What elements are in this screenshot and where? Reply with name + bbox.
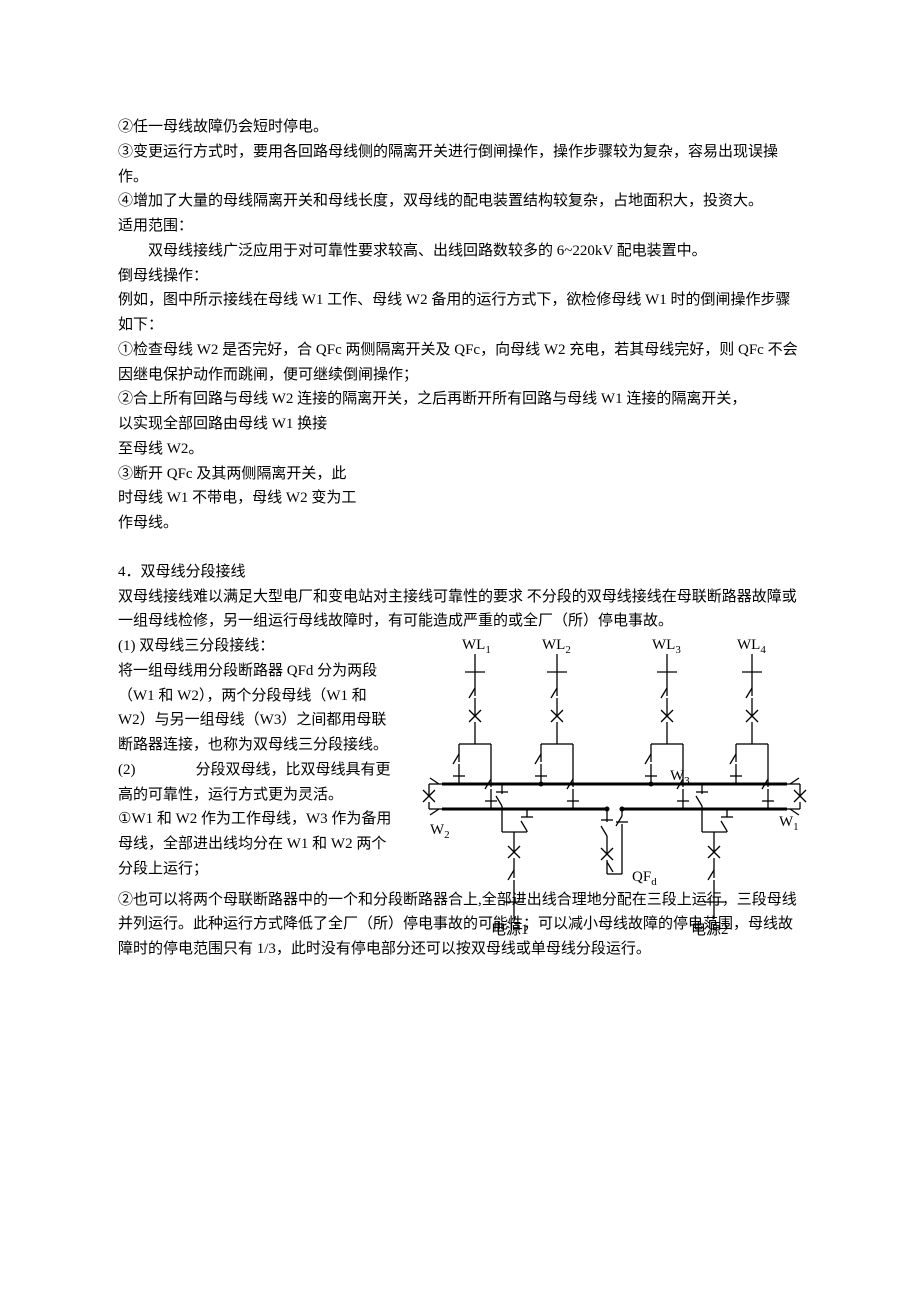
body-paragraph: ②任一母线故障仍会短时停电。 [118,115,802,140]
document-page: ②任一母线故障仍会短时停电。 ③变更运行方式时，要用各回路母线侧的隔离开关进行倒… [0,0,920,1302]
svg-text:WL4: WL4 [737,637,766,656]
body-paragraph: ①检查母线 W2 是否完好，合 QFc 两侧隔离开关及 QFc，向母线 W2 充… [118,338,802,388]
body-paragraph: ②合上所有回路与母线 W2 连接的隔离开关，之后再断开所有回路与母线 W1 连接… [118,387,802,412]
source-2: 电源2 [691,784,733,938]
body-paragraph: 将一组母线用分段断路器 QFd 分为两段（W1 和 W2），两个分段母线（W1 … [118,659,398,758]
text-diagram-wrap: (1) 双母线三分段接线： 将一组母线用分段断路器 QFd 分为两段（W1 和 … [118,634,802,882]
section-heading: 4．双母线分段接线 [118,560,802,585]
body-paragraph: 以实现全部回路由母线 W1 换接 [118,412,802,437]
left-column: (1) 双母线三分段接线： 将一组母线用分段断路器 QFd 分为两段（W1 和 … [118,634,398,882]
svg-text:电源1: 电源1 [491,921,529,938]
body-paragraph: ③变更运行方式时，要用各回路母线侧的隔离开关进行倒闸操作，操作步骤较为复杂，容易… [118,140,802,190]
svg-text:WL2: WL2 [542,637,571,656]
svg-text:W2: W2 [430,822,450,841]
body-paragraph: (2) 分段双母线，比双母线具有更高的可靠性，运行方式更为灵活。 [118,758,398,808]
section-breaker-qfd: QFd [601,809,657,888]
bus-coupler-left [423,778,442,815]
svg-text:WL3: WL3 [652,637,681,656]
bus-coupler-right [787,778,806,815]
body-paragraph: ①W1 和 W2 作为工作母线，W3 作为备用母线，全部进出线均分在 W1 和 … [118,807,398,881]
body-paragraph: 时母线 W1 不带电，母线 W2 变为工 [118,486,802,511]
svg-text:QFd: QFd [632,869,657,888]
body-paragraph: ④增加了大量的母线隔离开关和母线长度，双母线的配电装置结构较复杂，占地面积大，投… [118,189,802,214]
svg-text:WL1: WL1 [462,637,491,656]
svg-text:电源2: 电源2 [691,921,729,938]
body-paragraph: 至母线 W2。 [118,437,802,462]
body-paragraph: 适用范围： [118,214,802,239]
body-paragraph: 作母线。 [118,511,802,536]
body-paragraph: (1) 双母线三分段接线： [118,634,398,659]
source-1: 电源1 [491,784,533,938]
body-paragraph: ③断开 QFc 及其两侧隔离开关，此 [118,462,802,487]
body-paragraph: 双母线接线难以满足大型电厂和变电站对主接线可靠性的要求 不分段的双母线接线在母联… [118,585,802,635]
body-paragraph: 例如，图中所示接线在母线 W1 工作、母线 W2 备用的运行方式下，欲检修母线 … [118,288,802,338]
circuit-svg: W3 WL1 [417,634,812,939]
busbar-diagram: W3 WL1 [417,634,812,939]
svg-text:W1: W1 [779,814,799,833]
body-paragraph: 倒母线操作： [118,264,802,289]
body-paragraph: 双母线接线广泛应用于对可靠性要求较高、出线回路数较多的 6~220kV 配电装置… [118,239,802,264]
